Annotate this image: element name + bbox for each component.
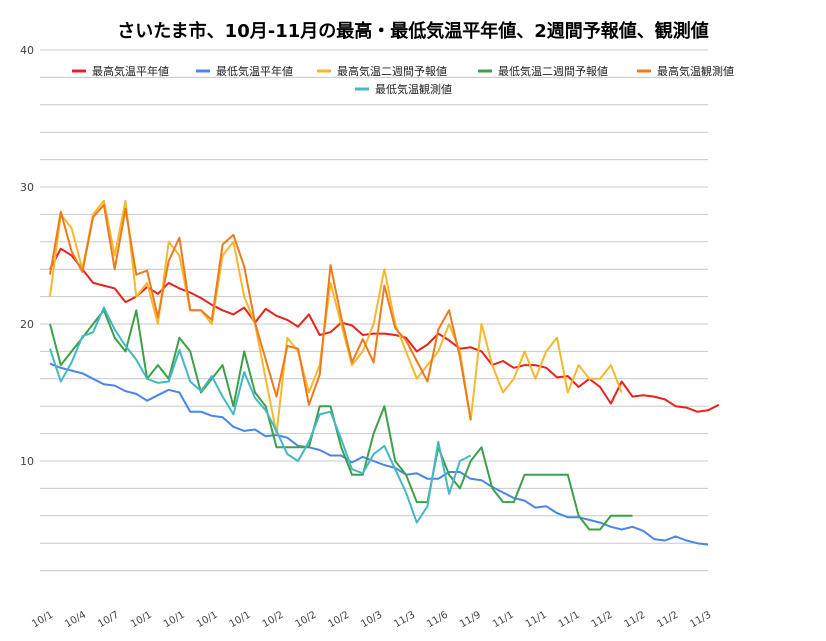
- y-axis-ticks: 10 20 30 40: [20, 44, 34, 468]
- legend: 最高気温平年値 最低気温平年値 最高気温二週間予報値 最低気温二週間予報値 最高気温観測…: [72, 64, 734, 96]
- y-tick-label: 30: [20, 181, 34, 194]
- legend-label: 最低気温観測値: [375, 82, 452, 96]
- legend-label: 最低気温平年値: [216, 64, 293, 78]
- legend-label: 最高気温平年値: [92, 64, 169, 78]
- x-tick-label: 11/2: [655, 609, 680, 630]
- y-tick-label: 10: [20, 455, 34, 468]
- series-line-6: [49, 306, 472, 524]
- x-tick-label: 11/3: [688, 609, 713, 630]
- x-tick-label: 10/1: [129, 609, 154, 630]
- x-axis-ticks: 10/1 10/4 10/7 10/1 10/1 10/1 10/1 10/2 10/2 10/2…: [30, 609, 713, 630]
- legend-label: 最高気温観測値: [657, 64, 734, 78]
- series-line-3: [49, 199, 623, 435]
- x-tick-label: 11/9: [458, 609, 483, 630]
- x-tick-label: 11/6: [425, 609, 450, 630]
- series-line-2: [49, 362, 709, 546]
- series-line-4: [49, 309, 633, 531]
- x-tick-label: 11/3: [392, 609, 417, 630]
- x-tick-label: 10/7: [96, 609, 121, 630]
- x-tick-label: 10/2: [293, 609, 318, 630]
- x-tick-label: 10/4: [63, 609, 88, 630]
- legend-label: 最高気温二週間予報値: [337, 64, 447, 78]
- x-tick-label: 11/1: [524, 609, 549, 630]
- x-tick-label: 11/2: [590, 609, 615, 630]
- series-line-5: [49, 203, 472, 421]
- series-lines: [49, 199, 720, 546]
- x-tick-label: 11/1: [557, 609, 582, 630]
- x-tick-label: 11/2: [622, 609, 647, 630]
- x-tick-label: 11/1: [491, 609, 516, 630]
- x-tick-label: 10/3: [359, 609, 384, 630]
- x-tick-label: 10/1: [162, 609, 187, 630]
- x-tick-label: 10/1: [195, 609, 220, 630]
- x-tick-label: 10/1: [228, 609, 253, 630]
- x-tick-label: 10/2: [261, 609, 286, 630]
- legend-label: 最低気温二週間予報値: [498, 64, 608, 78]
- x-tick-label: 10/2: [326, 609, 351, 630]
- x-tick-label: 10/1: [30, 609, 55, 630]
- y-tick-label: 40: [20, 44, 34, 57]
- y-tick-label: 20: [20, 318, 34, 331]
- gridlines: [40, 49, 708, 572]
- chart-title: さいたま市、10月-11月の最高・最低気温平年値、2週間予報値、観測値: [117, 21, 709, 42]
